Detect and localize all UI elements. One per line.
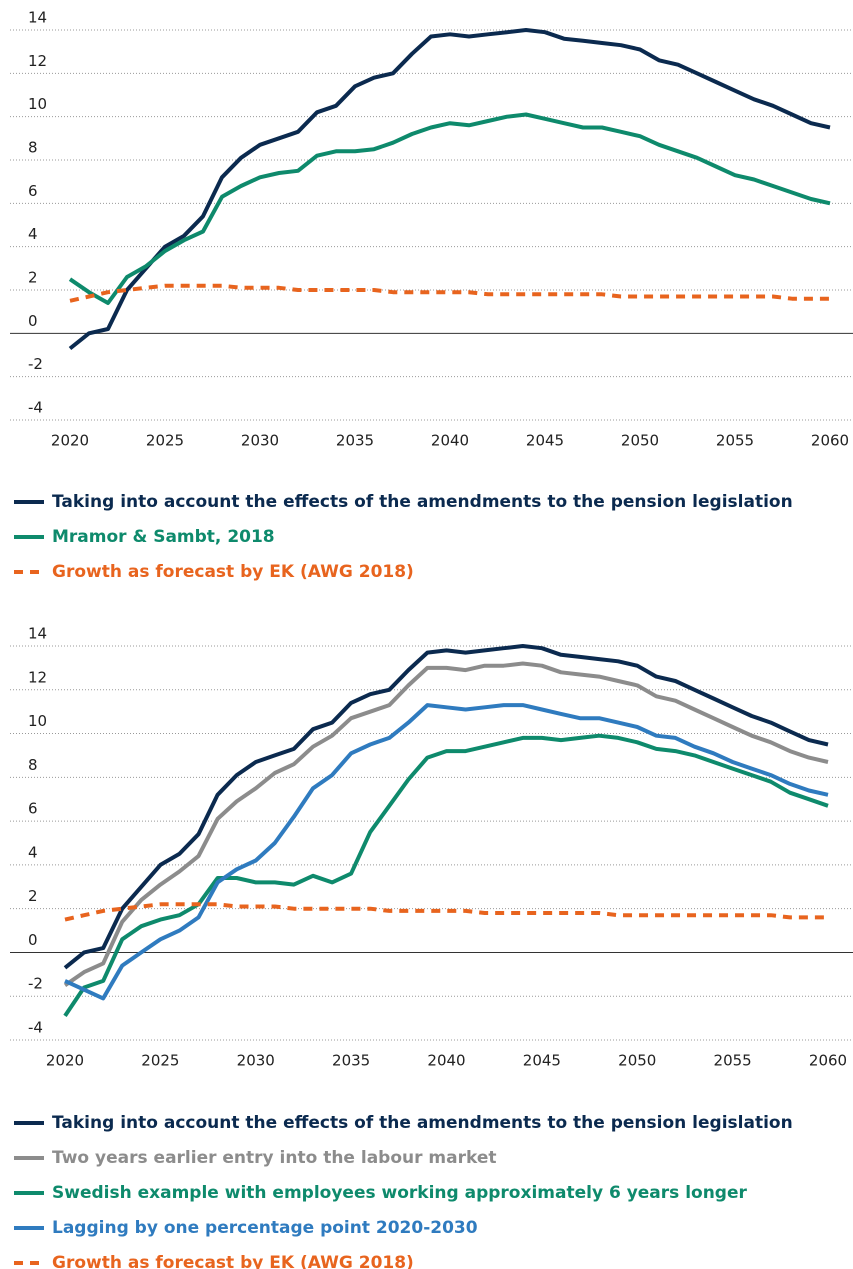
legend-label: Mramor & Sambt, 2018 xyxy=(52,527,275,547)
x-tick-label: 2025 xyxy=(146,432,184,450)
x-tick-label: 2020 xyxy=(51,432,89,450)
x-tick-label: 2035 xyxy=(332,1052,370,1070)
y-tick-label: 0 xyxy=(28,312,38,330)
series-line xyxy=(63,733,829,1018)
y-tick-label: 8 xyxy=(28,756,38,774)
y-tick-label: 10 xyxy=(28,95,47,113)
y-tick-label: -4 xyxy=(28,1019,43,1037)
y-tick-label: 4 xyxy=(28,843,38,861)
x-tick-label: 2030 xyxy=(237,1052,275,1070)
x-tick-label: 2025 xyxy=(141,1052,179,1070)
y-tick-label: 2 xyxy=(28,887,38,905)
x-tick-label: 2050 xyxy=(618,1052,656,1070)
y-tick-label: 14 xyxy=(28,625,47,643)
y-tick-label: 6 xyxy=(28,182,38,200)
y-tick-label: -2 xyxy=(28,975,43,993)
legend-label: Two years earlier entry into the labour … xyxy=(52,1148,497,1168)
x-tick-label: 2055 xyxy=(714,1052,752,1070)
y-tick-label: -4 xyxy=(28,399,43,417)
y-tick-label: 2 xyxy=(28,269,38,287)
x-tick-label: 2045 xyxy=(523,1052,561,1070)
x-tick-label: 2060 xyxy=(811,432,849,450)
series-line xyxy=(63,644,829,970)
y-tick-label: 4 xyxy=(28,225,38,243)
series-line xyxy=(64,902,828,922)
y-tick-label: 14 xyxy=(28,9,47,27)
x-tick-label: 2035 xyxy=(336,432,374,450)
x-tick-label: 2045 xyxy=(526,432,564,450)
legend-label: Growth as forecast by EK (AWG 2018) xyxy=(52,1253,414,1269)
x-tick-label: 2060 xyxy=(809,1052,847,1070)
legend-label: Taking into account the effects of the a… xyxy=(52,492,793,512)
y-tick-label: -2 xyxy=(28,355,43,373)
legend-label: Taking into account the effects of the a… xyxy=(52,1113,793,1133)
x-tick-label: 2020 xyxy=(46,1052,84,1070)
y-tick-label: 6 xyxy=(28,800,38,818)
y-tick-label: 12 xyxy=(28,668,47,686)
series-line xyxy=(69,283,830,303)
legend-label: Growth as forecast by EK (AWG 2018) xyxy=(52,562,414,582)
y-tick-label: 8 xyxy=(28,139,38,157)
legend-label: Lagging by one percentage point 2020-203… xyxy=(52,1218,478,1238)
series-line xyxy=(63,661,829,987)
x-tick-label: 2040 xyxy=(431,432,469,450)
legend-label: Swedish example with employees working a… xyxy=(52,1183,747,1203)
y-tick-label: 0 xyxy=(28,931,38,949)
series-line xyxy=(64,703,829,1001)
x-tick-label: 2055 xyxy=(716,432,754,450)
x-tick-label: 2040 xyxy=(427,1052,465,1070)
y-tick-label: 12 xyxy=(28,52,47,70)
x-tick-label: 2050 xyxy=(621,432,659,450)
series-line xyxy=(68,28,831,351)
series-line xyxy=(68,112,831,305)
y-tick-label: 10 xyxy=(28,712,47,730)
x-tick-label: 2030 xyxy=(241,432,279,450)
